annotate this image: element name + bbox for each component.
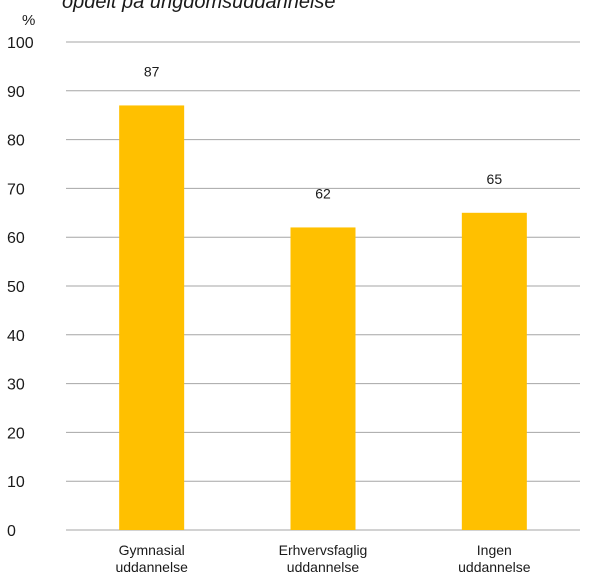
y-tick-label-50: 50 (7, 279, 25, 296)
y-tick-label-20: 20 (7, 425, 25, 442)
y-tick-label-40: 40 (7, 328, 25, 345)
y-axis-tick-labels: 0 10 20 30 40 50 60 70 80 90 100 (7, 35, 34, 540)
category-label-1-line-1: Gymnasial (119, 542, 185, 558)
y-tick-label-30: 30 (7, 377, 25, 394)
bar-2 (290, 227, 356, 530)
y-axis-unit-label: % (22, 12, 35, 29)
chart-subtitle: opdelt på ungdomsuddannelse (62, 0, 336, 13)
y-tick-label-80: 80 (7, 133, 25, 150)
data-labels: 87 62 65 (144, 63, 502, 201)
x-axis-category-labels: GymnasialuddannelseErhvervsfagliguddanne… (115, 542, 530, 575)
y-tick-label-10: 10 (7, 474, 25, 491)
category-label-1-line-2: uddannelse (115, 559, 188, 575)
bar-1 (119, 105, 185, 530)
y-tick-label-70: 70 (7, 181, 25, 198)
data-label-3: 65 (487, 171, 503, 187)
category-label-3-line-2: uddannelse (458, 559, 531, 575)
y-tick-label-100: 100 (7, 35, 34, 52)
category-label-3-line-1: Ingen (477, 542, 512, 558)
data-label-1: 87 (144, 63, 160, 79)
y-tick-label-0: 0 (7, 523, 16, 540)
category-label-2-line-2: uddannelse (287, 559, 360, 575)
bar-3 (461, 212, 527, 531)
data-label-2: 62 (315, 185, 331, 201)
y-tick-label-90: 90 (7, 84, 25, 101)
y-tick-label-60: 60 (7, 230, 25, 247)
category-label-2-line-1: Erhvervsfaglig (279, 542, 368, 558)
bars (119, 105, 527, 531)
